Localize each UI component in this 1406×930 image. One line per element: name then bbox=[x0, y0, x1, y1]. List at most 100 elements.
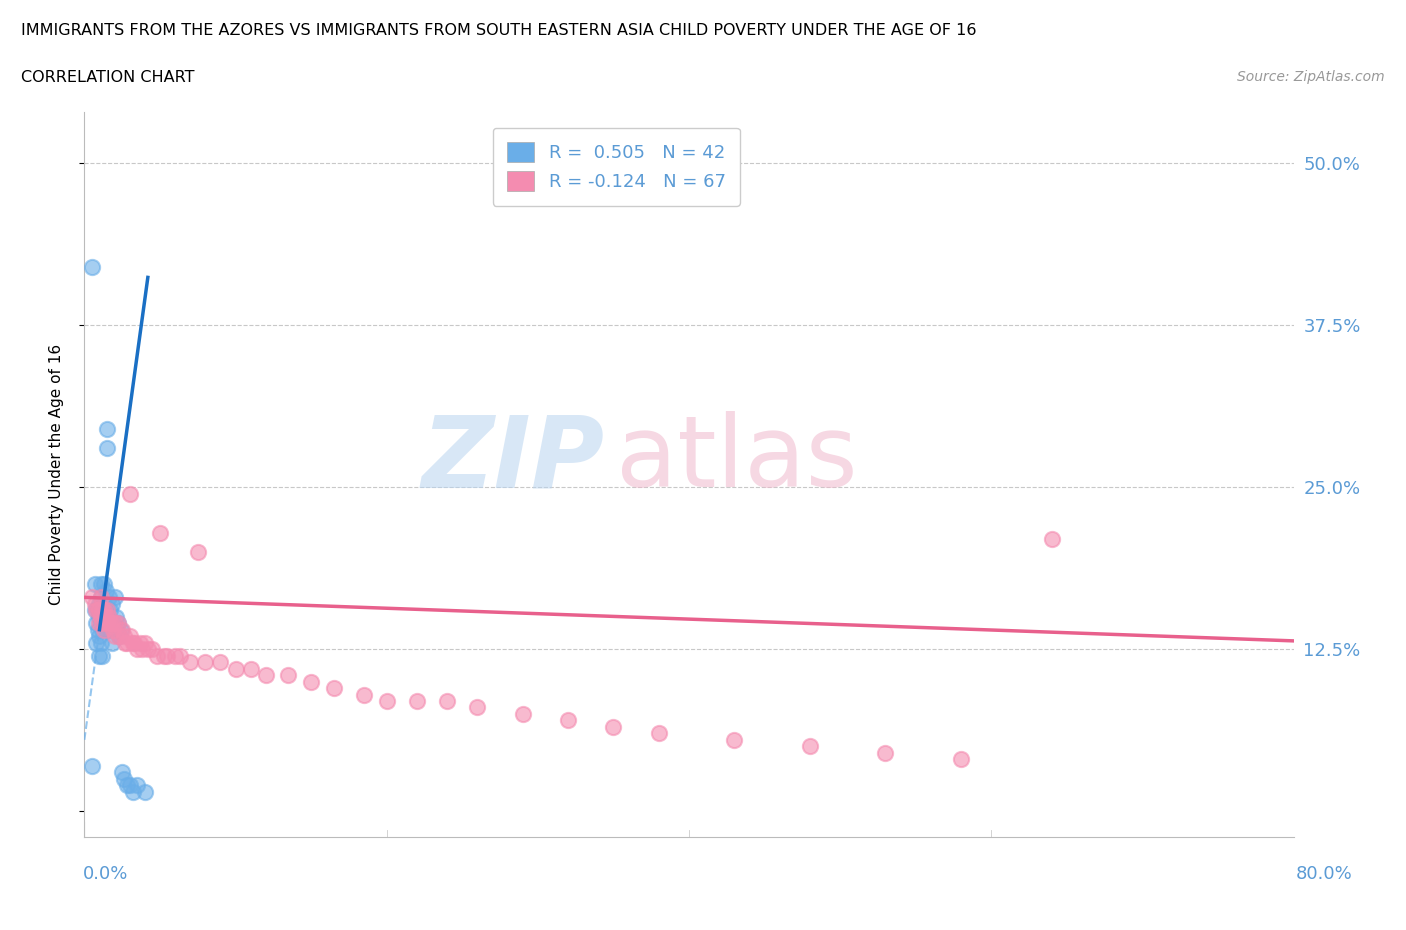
Point bbox=[187, 545, 209, 560]
Text: CORRELATION CHART: CORRELATION CHART bbox=[21, 70, 194, 85]
Text: 80.0%: 80.0% bbox=[1296, 865, 1353, 883]
Point bbox=[96, 603, 118, 618]
Text: atlas: atlas bbox=[616, 411, 858, 509]
Point bbox=[86, 603, 108, 618]
Point bbox=[153, 648, 176, 663]
Point bbox=[94, 583, 117, 598]
Point bbox=[104, 629, 127, 644]
Point bbox=[101, 616, 124, 631]
Point bbox=[512, 707, 534, 722]
Point bbox=[111, 622, 134, 637]
Point bbox=[80, 590, 103, 604]
Point bbox=[111, 764, 134, 779]
Point bbox=[118, 486, 141, 501]
Point bbox=[89, 603, 111, 618]
Point bbox=[87, 603, 110, 618]
Point bbox=[100, 635, 122, 650]
Point bbox=[557, 713, 579, 728]
Point bbox=[91, 616, 114, 631]
Point bbox=[108, 629, 131, 644]
Point bbox=[107, 616, 129, 631]
Point bbox=[89, 629, 111, 644]
Point bbox=[467, 700, 489, 715]
Y-axis label: Child Poverty Under the Age of 16: Child Poverty Under the Age of 16 bbox=[49, 344, 63, 604]
Point bbox=[98, 616, 121, 631]
Point bbox=[105, 609, 128, 624]
Point bbox=[179, 655, 201, 670]
Point bbox=[93, 596, 115, 611]
Point bbox=[84, 596, 107, 611]
Point bbox=[108, 629, 131, 644]
Point bbox=[114, 635, 136, 650]
Point bbox=[87, 603, 110, 618]
Point bbox=[131, 642, 153, 657]
Point bbox=[209, 655, 232, 670]
Point bbox=[87, 622, 110, 637]
Point bbox=[84, 603, 107, 618]
Point bbox=[90, 590, 112, 604]
Point bbox=[375, 694, 398, 709]
Point bbox=[648, 726, 671, 741]
Point bbox=[353, 687, 375, 702]
Point bbox=[121, 784, 143, 799]
Point bbox=[89, 616, 111, 631]
Point bbox=[104, 616, 127, 631]
Point bbox=[149, 525, 172, 540]
Point bbox=[225, 661, 247, 676]
Point bbox=[254, 668, 277, 683]
Point bbox=[194, 655, 217, 670]
Point bbox=[134, 635, 156, 650]
Point bbox=[602, 720, 624, 735]
Legend: R =  0.505   N = 42, R = -0.124   N = 67: R = 0.505 N = 42, R = -0.124 N = 67 bbox=[492, 128, 740, 206]
Point bbox=[169, 648, 191, 663]
Point bbox=[127, 777, 149, 792]
Point bbox=[84, 577, 107, 591]
Text: IMMIGRANTS FROM THE AZORES VS IMMIGRANTS FROM SOUTH EASTERN ASIA CHILD POVERTY U: IMMIGRANTS FROM THE AZORES VS IMMIGRANTS… bbox=[21, 23, 977, 38]
Point bbox=[1040, 532, 1063, 547]
Point bbox=[129, 635, 152, 650]
Point bbox=[875, 745, 897, 760]
Point bbox=[107, 616, 129, 631]
Point bbox=[406, 694, 429, 709]
Point bbox=[90, 635, 112, 650]
Point bbox=[86, 635, 108, 650]
Point bbox=[134, 784, 156, 799]
Point bbox=[80, 259, 103, 274]
Point bbox=[89, 609, 111, 624]
Text: ZIP: ZIP bbox=[422, 411, 605, 509]
Point bbox=[93, 603, 115, 618]
Point bbox=[436, 694, 458, 709]
Point bbox=[97, 609, 120, 624]
Point bbox=[80, 758, 103, 773]
Point bbox=[118, 777, 141, 792]
Point bbox=[90, 577, 112, 591]
Point bbox=[115, 777, 138, 792]
Text: Source: ZipAtlas.com: Source: ZipAtlas.com bbox=[1237, 70, 1385, 84]
Point bbox=[121, 635, 143, 650]
Point bbox=[127, 642, 149, 657]
Point bbox=[96, 421, 118, 436]
Point bbox=[98, 603, 121, 618]
Point bbox=[141, 642, 163, 657]
Point bbox=[146, 648, 169, 663]
Point bbox=[799, 738, 821, 753]
Point bbox=[93, 577, 115, 591]
Point bbox=[104, 590, 127, 604]
Text: 0.0%: 0.0% bbox=[83, 865, 128, 883]
Point bbox=[94, 609, 117, 624]
Point bbox=[96, 441, 118, 456]
Point bbox=[97, 622, 120, 637]
Point bbox=[90, 590, 112, 604]
Point bbox=[96, 603, 118, 618]
Point bbox=[110, 622, 132, 637]
Point bbox=[91, 648, 114, 663]
Point bbox=[299, 674, 322, 689]
Point bbox=[156, 648, 179, 663]
Point bbox=[100, 616, 122, 631]
Point bbox=[165, 648, 187, 663]
Point bbox=[122, 635, 145, 650]
Point bbox=[86, 616, 108, 631]
Point bbox=[91, 603, 114, 618]
Point bbox=[277, 668, 299, 683]
Point bbox=[112, 629, 135, 644]
